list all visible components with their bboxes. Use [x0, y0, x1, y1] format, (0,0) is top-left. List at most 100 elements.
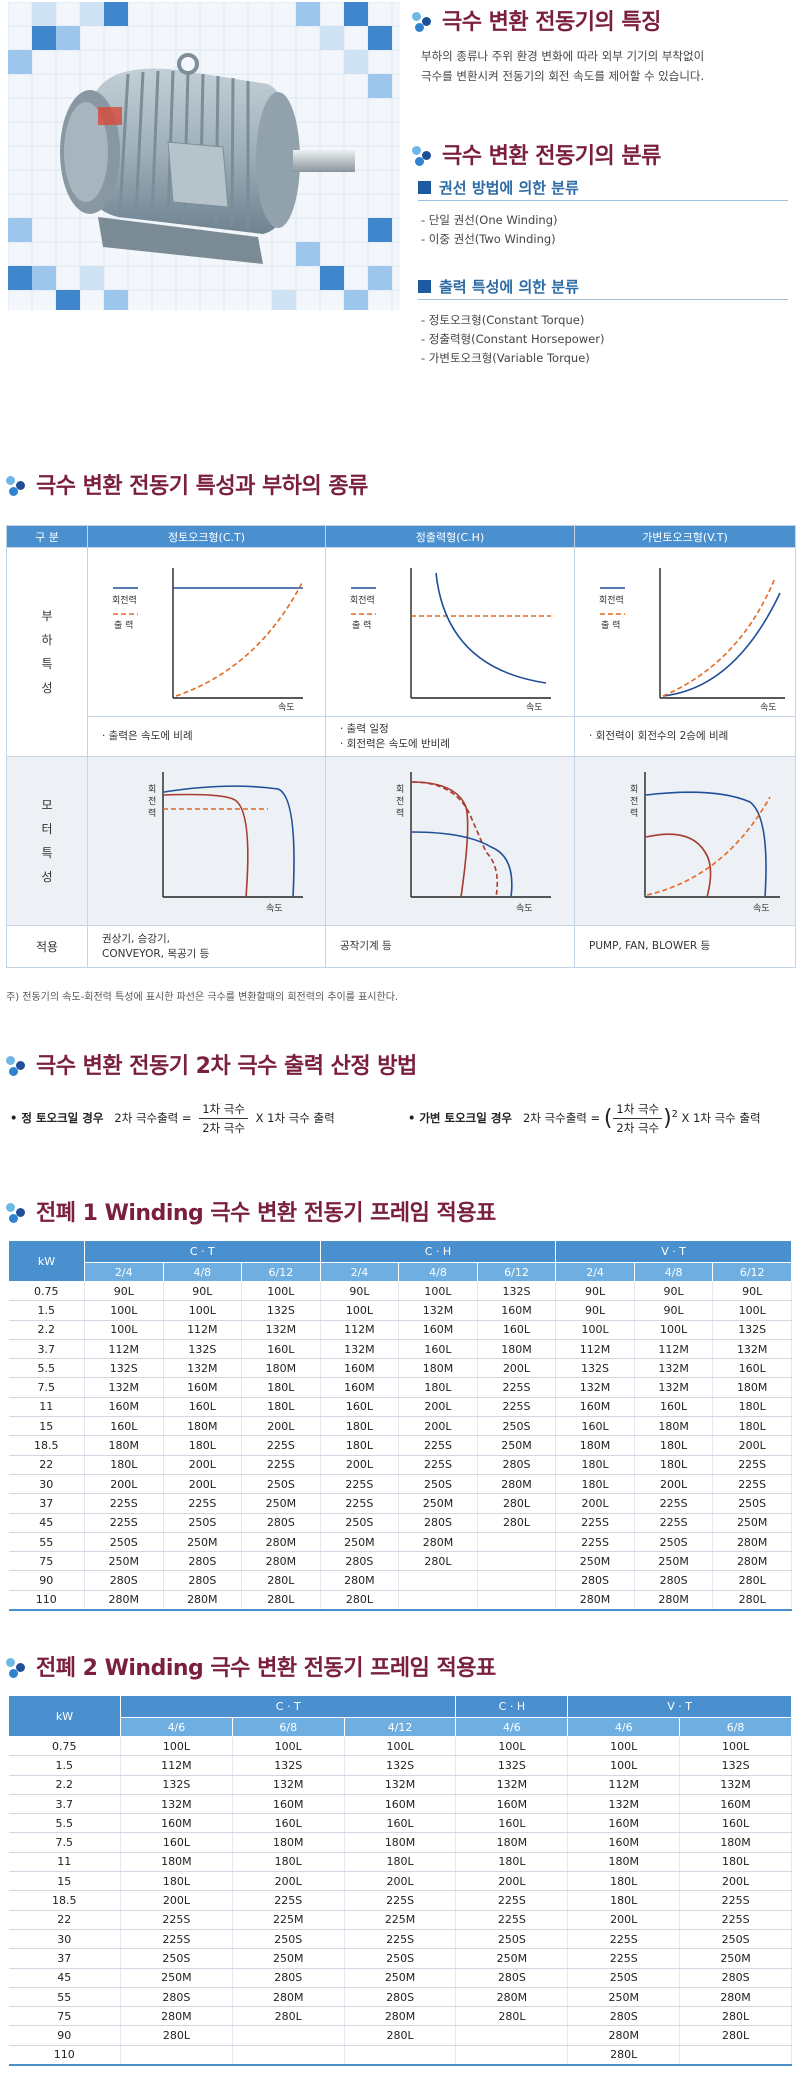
group-header: C · T: [119, 1695, 457, 1718]
frame-cell: 280S: [634, 1570, 714, 1591]
frame-cell: 90L: [712, 1281, 792, 1302]
kw-cell: 7.5: [8, 1377, 85, 1398]
frame-cell: 225S: [567, 1929, 681, 1950]
frame-cell: 280M: [241, 1551, 321, 1572]
frame-cell: 132M: [679, 1775, 792, 1795]
kw-cell: 30: [8, 1929, 121, 1950]
frame-cell: 280L: [712, 1590, 792, 1611]
frame-cell: 280M: [455, 1987, 569, 2008]
frame-cell: 180L: [320, 1435, 400, 1456]
formula-lhs: 2차 극수출력 =: [522, 1111, 601, 1125]
frame-cell: 132M: [398, 1300, 478, 1321]
legend-torque: 회전력: [599, 594, 624, 606]
footnote: 주) 전동기의 속도-회전력 특성에 표시한 파선은 극수를 변환할때의 회전력…: [6, 992, 399, 1003]
frame-cell: 180M: [163, 1416, 243, 1437]
kw-header: kW: [8, 1240, 85, 1282]
kw-cell: 22: [8, 1455, 85, 1475]
frame-cell: 225S: [320, 1474, 400, 1495]
kw-cell: 22: [8, 1910, 121, 1930]
frame-cell: 250S: [120, 1948, 233, 1969]
load-note: · 회전력이 회전수의 2승에 비례: [574, 716, 796, 757]
bullet-dots-icon: [412, 146, 434, 168]
frame-cell: 180L: [567, 1871, 681, 1892]
table2-title: 전폐 2 Winding 극수 변환 전동기 프레임 적용표: [6, 1650, 496, 1682]
frame-cell: 250S: [477, 1416, 557, 1437]
table-row: 0.75 100L 100L 100L 100L 100L 100L: [8, 1736, 792, 1757]
frame-cell: 280S: [679, 1968, 792, 1988]
frame-cell: 160L: [555, 1416, 635, 1437]
frame-cell: 280L: [455, 2006, 569, 2027]
frame-cell: 160M: [120, 1813, 233, 1834]
frame-cell: 160M: [320, 1377, 400, 1398]
sub-header: 4/8: [633, 1262, 714, 1282]
ct-formula: • 정 토오크일 경우 2차 극수출력 = 1차 극수 2차 극수 X 1차 극수…: [10, 1100, 335, 1137]
frame-cell: 250S: [712, 1493, 792, 1514]
frame-cell: 280S: [241, 1513, 321, 1533]
table-row: 75 280M 280L 280M 280L 280S 280L: [8, 2006, 792, 2027]
axis-speed: 속도: [760, 702, 777, 713]
frame-cell: 90L: [555, 1300, 635, 1321]
frame-cell: 250S: [344, 1948, 457, 1969]
frame-cell: 180L: [455, 1852, 569, 1873]
frame-cell: 250M: [241, 1493, 321, 1514]
frame-cell: [679, 2045, 792, 2066]
frame-cell: 200L: [232, 1871, 345, 1892]
list-item: - 단일 권선(One Winding): [421, 213, 558, 227]
frame-cell: 160M: [84, 1397, 164, 1418]
sub-header: 2/4: [84, 1262, 164, 1282]
kw-cell: 110: [8, 2045, 121, 2066]
frame-cell: 132M: [232, 1775, 345, 1795]
header-cell: 구 분: [6, 525, 88, 548]
table-row: 15 160L 180M 200L 180L 200L 250S 160L 180M 180L: [8, 1416, 792, 1437]
kw-cell: 45: [8, 1513, 85, 1533]
frame-cell: 225S: [634, 1493, 714, 1514]
table-row: 37 225S 225S 250M 225S 250M 280L 200L 225S 250S: [8, 1493, 792, 1514]
kw-header: kW: [8, 1695, 121, 1737]
load-note: · 출력은 속도에 비례: [87, 716, 326, 757]
kw-cell: 11: [8, 1852, 121, 1873]
frame-cell: [455, 2045, 569, 2066]
frame-cell: 90L: [163, 1281, 243, 1302]
frame-cell: 250M: [163, 1532, 243, 1553]
ch-load-graph: 회전력 출 력 속도: [350, 568, 551, 713]
frame-cell: 132S: [712, 1320, 792, 1340]
frame-cell: 160L: [477, 1320, 557, 1340]
kw-cell: 37: [8, 1493, 85, 1514]
bullet-dots-icon: [412, 12, 434, 34]
frame-cell: 250S: [241, 1474, 321, 1495]
frame-cell: 280S: [232, 1968, 345, 1988]
frame-cell: 200L: [634, 1474, 714, 1495]
table-row: 7.5 132M 160M 180L 160M 180L 225S 132M 132M 180M: [8, 1377, 792, 1398]
vt-formula-label: • 가변 토오크일 경우: [408, 1111, 513, 1125]
calc-title: 극수 변환 전동기 2차 극수 출력 산정 방법: [6, 1048, 417, 1080]
frame-cell: 280S: [320, 1551, 400, 1572]
sub-header: 2/4: [555, 1262, 635, 1282]
frame-cell: 100L: [84, 1320, 164, 1340]
electric-motor-image: [60, 53, 355, 264]
table-row: 18.5 180M 180L 225S 180L 225S 250M 180M 180L 200L: [8, 1435, 792, 1456]
frame-cell: 225S: [712, 1474, 792, 1495]
frame-cell: 250M: [555, 1551, 635, 1572]
kw-cell: 75: [8, 1551, 85, 1572]
frame-cell: 250M: [634, 1551, 714, 1572]
frame-cell: 280S: [477, 1455, 557, 1475]
frame-cell: 112M: [120, 1755, 233, 1776]
kw-cell: 90: [8, 2025, 121, 2046]
frame-cell: 225M: [232, 1910, 345, 1930]
table-row: 15 180L 200L 200L 200L 180L 200L: [8, 1871, 792, 1892]
frame-cell: 280L: [344, 2025, 457, 2046]
frame-cell: 225S: [679, 1910, 792, 1930]
table-row: 30 225S 250S 225S 250S 225S 250S: [8, 1929, 792, 1950]
legend-output: 출 력: [352, 619, 371, 631]
frame-cell: 180M: [241, 1358, 321, 1379]
frame-cell: 100L: [398, 1281, 478, 1302]
axis-speed: 속도: [266, 903, 283, 914]
frame-cell: 280L: [398, 1551, 478, 1572]
frame-cell: 160L: [163, 1397, 243, 1418]
kw-cell: 11: [8, 1397, 85, 1418]
group-header: C · T: [84, 1240, 321, 1263]
frame-cell: 180M: [455, 1832, 569, 1853]
frame-cell: 180L: [344, 1852, 457, 1873]
frame-cell: 280M: [567, 2025, 681, 2046]
